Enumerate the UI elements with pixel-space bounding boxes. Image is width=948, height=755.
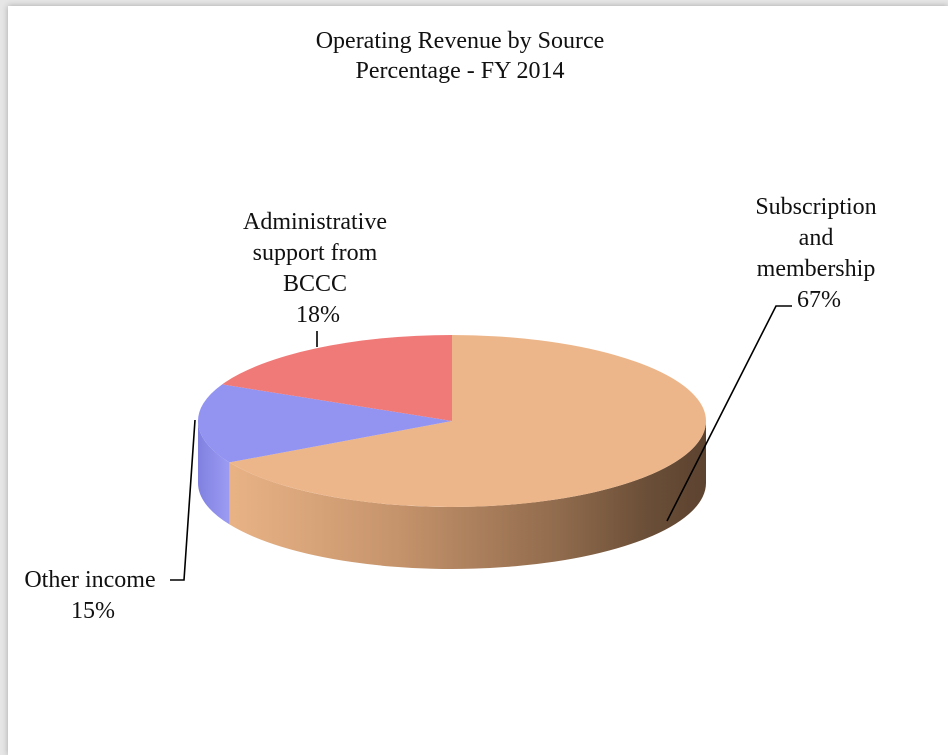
leader-line-subscription [666, 305, 792, 522]
value-label-other: 15% [71, 598, 115, 624]
value-label-subscription: 67% [797, 287, 841, 313]
pie-side-other [198, 421, 230, 525]
chart-title: Operating Revenue by Source [316, 28, 605, 54]
pie-chart: Operating Revenue by Source Percentage -… [24, 28, 882, 624]
pie-group [197, 334, 707, 569]
label-admin: Administrative support from BCCC 18% [243, 209, 393, 328]
value-label-admin: 18% [296, 302, 340, 328]
leader-line-other [170, 419, 196, 581]
chart-subtitle: Percentage - FY 2014 [355, 58, 564, 84]
label-other: Other income 15% [24, 567, 161, 624]
pie-side-subscription [229, 421, 707, 569]
label-subscription: Subscription and membership 67% [755, 194, 882, 313]
chart-frame: Operating Revenue by Source Percentage -… [8, 6, 948, 755]
pie-slice-subscription [229, 335, 707, 508]
pie-slice-other [197, 384, 452, 463]
pie-slice-admin [222, 334, 452, 421]
